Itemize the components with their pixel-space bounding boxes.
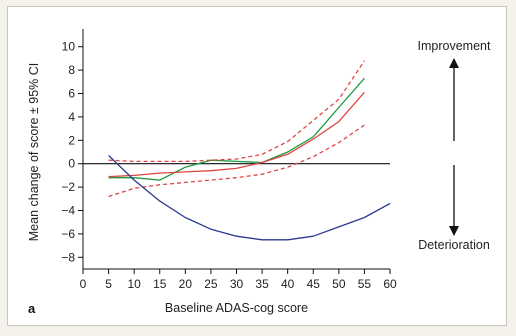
series-group <box>108 60 391 241</box>
x-tick-label: 50 <box>332 277 346 291</box>
x-tick-label: 60 <box>383 277 397 291</box>
x-tick-label: 25 <box>204 277 218 291</box>
axes: −8 −6 −4 −2 0 2 4 6 8 10 0 5 10 15 20 25 30 35 40 45 50 55 60 <box>61 29 397 291</box>
x-tick-label: 30 <box>230 277 244 291</box>
x-tick-label: 15 <box>153 277 167 291</box>
x-tick-label: 55 <box>358 277 372 291</box>
y-tick-label: −4 <box>61 204 75 218</box>
x-tick-label: 20 <box>179 277 193 291</box>
y-tick-label: −2 <box>61 180 75 194</box>
series-line-4 <box>108 124 365 198</box>
y-tick-label: −8 <box>61 250 75 264</box>
x-tick-label: 35 <box>255 277 269 291</box>
y-tick-label: 6 <box>68 87 75 101</box>
y-tick-label: 8 <box>68 63 75 77</box>
y-tick-label: −6 <box>61 227 75 241</box>
y-tick-label: 4 <box>68 110 75 124</box>
labels: Mean change of score ± 95% CI Baseline A… <box>27 39 491 316</box>
series-line-1 <box>108 77 365 181</box>
y-axis-title: Mean change of score ± 95% CI <box>27 63 41 242</box>
panel-label: a <box>28 301 36 316</box>
series-line-2 <box>108 91 365 178</box>
y-tick-label: 0 <box>68 157 75 171</box>
x-tick-label: 5 <box>105 277 112 291</box>
x-tick-label: 45 <box>307 277 321 291</box>
series-line-3 <box>108 60 365 163</box>
x-axis-title: Baseline ADAS-cog score <box>165 301 308 315</box>
y-tick-label: 2 <box>68 133 75 147</box>
deterioration-label: Deterioration <box>418 238 490 252</box>
series-line-5 <box>108 155 391 241</box>
x-tick-label: 10 <box>127 277 141 291</box>
improvement-label: Improvement <box>418 39 491 53</box>
y-tick-label: 10 <box>62 40 76 54</box>
x-tick-label: 0 <box>80 277 87 291</box>
chart-panel: −8 −6 −4 −2 0 2 4 6 8 10 0 5 10 15 20 25 30 35 40 45 50 55 60 … <box>7 6 507 326</box>
x-tick-label: 40 <box>281 277 295 291</box>
